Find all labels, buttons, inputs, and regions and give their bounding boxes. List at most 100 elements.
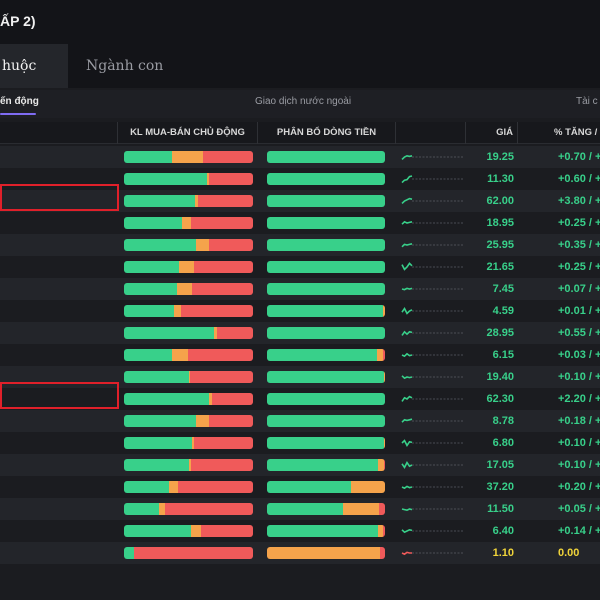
stock-cell[interactable]: [0, 212, 118, 234]
stock-cell[interactable]: [0, 278, 118, 300]
table-row[interactable]: 28.95 +0.55 / +: [0, 322, 600, 344]
neutral-segment: [350, 481, 385, 493]
sell-segment: [178, 481, 253, 493]
page-title: ẤP 2): [0, 13, 36, 29]
buy-segment: [267, 525, 378, 537]
table-row[interactable]: 7.45 +0.07 / +: [0, 278, 600, 300]
header-phan-bo[interactable]: PHÂN BỔ DÒNG TIỀN: [258, 122, 396, 144]
sparkline-chart: [401, 262, 464, 271]
sell-segment: [188, 349, 253, 361]
buy-segment: [124, 481, 170, 493]
table-row[interactable]: 6.15 +0.03 / +: [0, 344, 600, 366]
subtab-tai-chinh[interactable]: Tài c: [576, 96, 598, 107]
pb-bar: [267, 393, 385, 405]
neutral-segment: [383, 371, 385, 383]
buy-segment: [267, 195, 385, 207]
kl-bar: [124, 217, 253, 229]
header-stock: [0, 122, 118, 144]
sparkline-path: [401, 175, 413, 184]
neutral-segment: [176, 283, 193, 295]
header-change[interactable]: % TĂNG /: [554, 127, 598, 138]
sell-segment: [165, 503, 253, 515]
title-bar: ẤP 2): [0, 0, 600, 44]
sell-segment: [192, 283, 253, 295]
table-row[interactable]: 6.80 +0.10 / +: [0, 432, 600, 454]
active-tab-underline: [0, 113, 36, 115]
pb-bar: [267, 217, 385, 229]
pb-bar: [267, 525, 385, 537]
price-value: 11.50: [487, 503, 514, 515]
table-row[interactable]: 11.30 +0.60 / +: [0, 168, 600, 190]
table-row[interactable]: 1.10 0.00: [0, 542, 600, 564]
sparkline-chart: [401, 395, 464, 402]
sell-segment: [202, 151, 253, 163]
sparkline-chart: [401, 287, 464, 291]
stock-cell[interactable]: [0, 234, 118, 256]
pb-bar: [267, 459, 385, 471]
price-value: 18.95: [486, 217, 514, 229]
table-row[interactable]: 21.65 +0.25 / +: [0, 256, 600, 278]
kl-bar: [124, 261, 253, 273]
table-row[interactable]: 8.78 +0.18 / +: [0, 410, 600, 432]
pb-bar: [267, 437, 385, 449]
highlighted-stock-cell[interactable]: [0, 184, 119, 212]
table-row[interactable]: 62.30 +2.20 / +: [0, 382, 600, 410]
sparkline-path: [401, 287, 413, 291]
stock-cell[interactable]: [0, 520, 118, 542]
change-value: +0.55 / +: [558, 327, 600, 339]
sparkline-path: [401, 243, 413, 248]
change-value: +0.70 / +: [558, 151, 600, 163]
stock-cell[interactable]: [0, 432, 118, 454]
stock-cell[interactable]: [0, 300, 118, 322]
neutral-segment: [179, 261, 194, 273]
neutral-segment: [214, 327, 217, 339]
tab-bar: huộc ngành Ngành con: [0, 44, 600, 118]
sparkline-path: [401, 352, 413, 358]
stock-cell[interactable]: [0, 322, 118, 344]
price-value: 8.78: [492, 415, 514, 427]
table-row[interactable]: 11.50 +0.05 / +: [0, 498, 600, 520]
subtab-bien-dong[interactable]: ến động: [0, 96, 39, 115]
stock-cell[interactable]: [0, 146, 118, 168]
neutral-segment: [377, 459, 384, 471]
buy-segment: [124, 371, 189, 383]
stock-cell[interactable]: [0, 256, 118, 278]
header-kl-mua-ban[interactable]: KL MUA-BÁN CHỦ ĐỘNG: [118, 122, 258, 144]
stock-cell[interactable]: [0, 542, 118, 564]
kl-bar: [124, 173, 253, 185]
sparkline-chart: [401, 197, 464, 204]
buy-segment: [124, 547, 135, 559]
subtab-giao-dich-nuoc-ngoai[interactable]: Giao dịch nước ngoài: [255, 96, 352, 107]
buy-segment: [124, 393, 210, 405]
table-row[interactable]: 17.05 +0.10 / +: [0, 454, 600, 476]
table-row[interactable]: 62.00 +3.80 / +: [0, 184, 600, 212]
table-row[interactable]: 25.95 +0.35 / +: [0, 234, 600, 256]
table-row[interactable]: 37.20 +0.20 / +: [0, 476, 600, 498]
stock-cell[interactable]: [0, 344, 118, 366]
price-value: 6.40: [492, 525, 514, 537]
table-row[interactable]: 19.25 +0.70 / +: [0, 146, 600, 168]
buy-segment: [267, 393, 385, 405]
stock-cell[interactable]: [0, 410, 118, 432]
table-row[interactable]: 6.40 +0.14 / +: [0, 520, 600, 542]
neutral-segment: [171, 349, 189, 361]
pb-bar: [267, 151, 385, 163]
price-value: 4.59: [492, 305, 514, 317]
header-price[interactable]: GIÁ: [466, 122, 518, 144]
highlighted-stock-cell[interactable]: [0, 382, 119, 410]
sparkline-chart: [401, 508, 464, 512]
pb-bar: [267, 481, 385, 493]
pb-bar: [267, 371, 385, 383]
kl-bar: [124, 283, 253, 295]
tab-nganh-con[interactable]: Ngành con: [86, 58, 164, 74]
table-row[interactable]: 18.95 +0.25 / +: [0, 212, 600, 234]
table-row[interactable]: 4.59 +0.01 / +: [0, 300, 600, 322]
stock-cell[interactable]: [0, 498, 118, 520]
stock-cell[interactable]: [0, 476, 118, 498]
sell-segment: [134, 547, 253, 559]
stock-cell[interactable]: [0, 454, 118, 476]
table-row[interactable]: 19.40 +0.10 / +: [0, 366, 600, 388]
buy-segment: [124, 173, 207, 185]
sparkline-chart: [401, 439, 464, 447]
tab-thuoc-nganh[interactable]: huộc ngành: [0, 44, 68, 118]
